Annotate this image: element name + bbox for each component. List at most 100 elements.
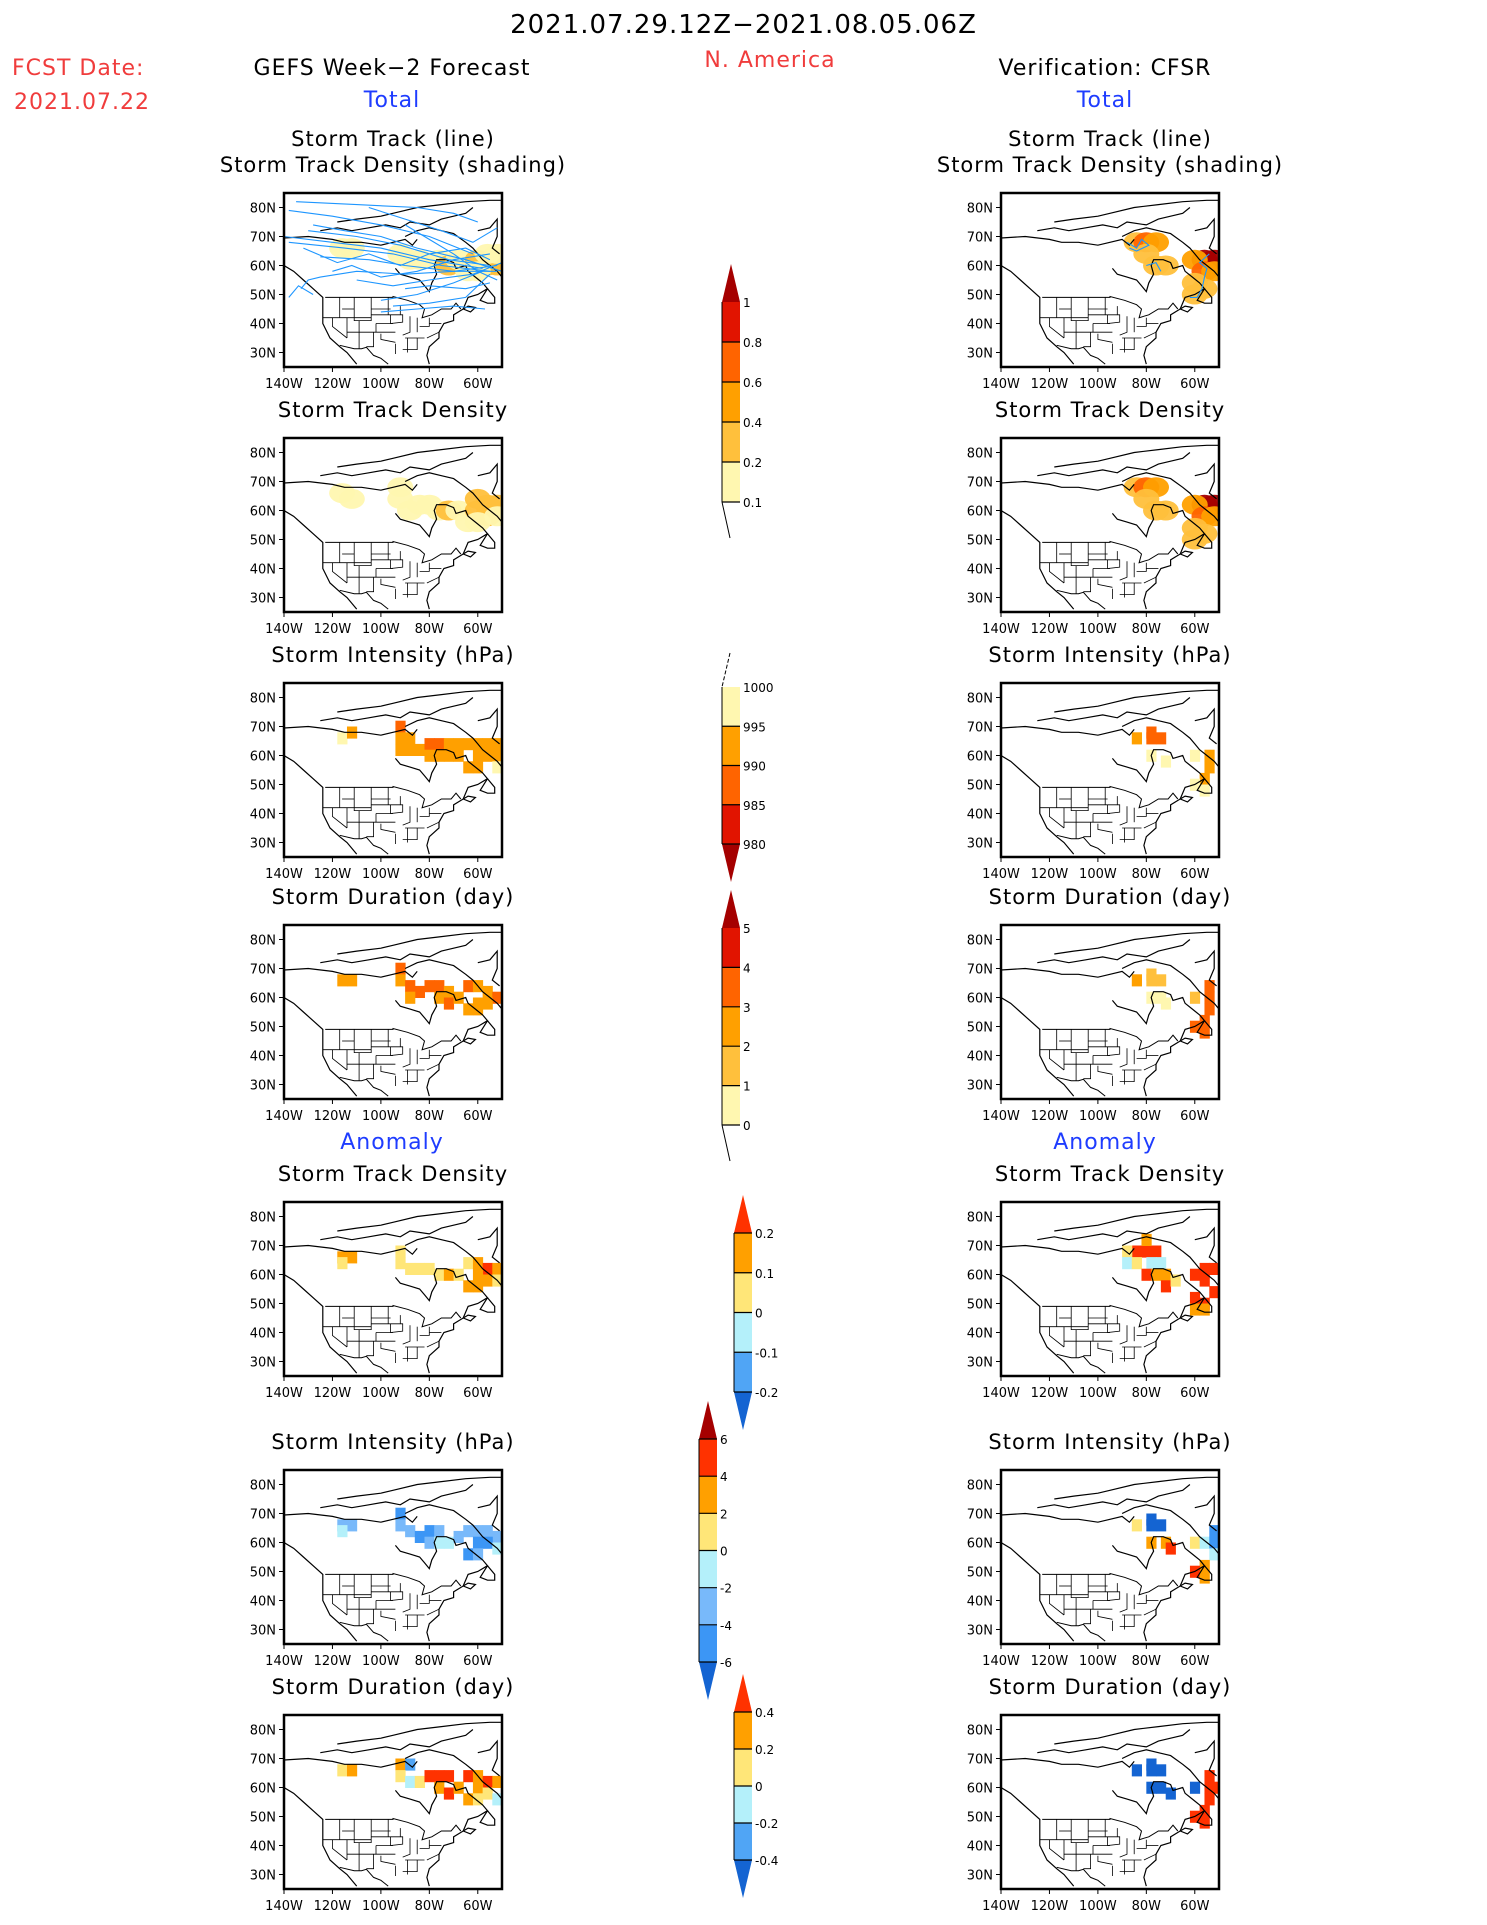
data-cell: [1199, 1274, 1210, 1287]
colorbar-tick-label: 0: [755, 1780, 763, 1794]
lat-tick-label: 70N: [250, 721, 276, 736]
data-cell: [1199, 1026, 1210, 1039]
lon-tick-label: 120W: [314, 1899, 352, 1914]
data-cell: [472, 1268, 484, 1281]
colorbar-segment: [734, 1233, 752, 1274]
lon-tick-label: 140W: [265, 867, 303, 882]
data-cell: [1156, 1781, 1167, 1794]
lat-tick-label: 70N: [967, 1508, 993, 1523]
lon-tick-label: 80W: [415, 867, 445, 882]
lon-tick-label: 80W: [1132, 1386, 1162, 1401]
lat-tick-label: 60N: [250, 1782, 276, 1797]
data-cell: [346, 1519, 358, 1532]
data-cell: [1146, 1257, 1157, 1270]
data-cell: [1146, 1519, 1157, 1532]
data-cell: [502, 1543, 512, 1555]
data-cell: [443, 997, 455, 1010]
data-cell: [395, 1758, 406, 1771]
colorbar-tick-label: -6: [720, 1656, 732, 1670]
data-cell: [472, 1003, 484, 1016]
data-cell: [1156, 732, 1167, 745]
lon-tick-label: 120W: [1031, 867, 1069, 882]
lat-tick-label: 60N: [967, 1782, 993, 1797]
data-cell: [1160, 997, 1172, 1010]
panel-title: Storm Intensity (hPa): [988, 1430, 1232, 1454]
data-cell: [424, 738, 435, 751]
lat-tick-label: 60N: [250, 1537, 276, 1552]
lat-tick-label: 60N: [250, 750, 276, 765]
data-cell: [482, 738, 493, 751]
colorbar-density: 0.1 0.2 0.4 0.6 0.8 1: [721, 264, 762, 539]
colorbar-segment: [722, 928, 740, 968]
colorbar-extend-min: [699, 1662, 717, 1700]
colorbar-tick-label: 0.2: [755, 1227, 774, 1241]
lat-tick-label: 80N: [967, 1724, 993, 1739]
data-cell: [463, 1003, 474, 1016]
colorbar-segment: [734, 1312, 752, 1353]
map-panel-vf-intensity-anom: 80N 70N 60N 50N 40N 30N 140W 120W 100W 80W 60W: [967, 1468, 1221, 1669]
lon-tick-label: 100W: [362, 377, 400, 392]
data-cell: [1151, 1245, 1162, 1258]
colorbar-extend-min: [722, 844, 740, 882]
map-panel-fc-intensity-anom: 80N 70N 60N 50N 40N 30N 140W 120W 100W 80W 60W: [250, 1468, 512, 1669]
lat-tick-label: 60N: [250, 1269, 276, 1284]
data-cell: [1189, 749, 1201, 762]
colorbar-segment: [722, 1006, 740, 1047]
data-cell: [434, 749, 445, 762]
map-frame: [282, 436, 504, 614]
colorbar-tick-label: -0.4: [755, 1854, 778, 1868]
data-cell: [463, 1770, 474, 1783]
panel-title: Storm Track Density (shading): [219, 153, 567, 177]
data-cell: [1152, 255, 1179, 276]
data-cell: [472, 1781, 484, 1794]
colorbar-intensity_anom: -6 -4 -2 0 2 4 6: [698, 1401, 732, 1700]
lat-tick-label: 40N: [250, 1050, 276, 1065]
data-cell: [405, 1525, 416, 1538]
lon-tick-label: 60W: [463, 867, 493, 882]
lon-tick-label: 100W: [362, 1386, 400, 1401]
data-cell: [492, 1262, 502, 1275]
lat-tick-label: 50N: [967, 1021, 993, 1036]
data-cell: [1156, 1764, 1167, 1777]
data-cell: [434, 738, 445, 751]
lon-tick-label: 140W: [265, 622, 303, 637]
colorbar-tick-label: 0: [755, 1307, 763, 1321]
colorbar-segment: [722, 342, 740, 383]
lon-tick-label: 120W: [314, 377, 352, 392]
colorbar-tick-label: 4: [743, 961, 751, 975]
data-cell: [1165, 1787, 1176, 1800]
colorbar-tick-label: 5: [743, 922, 751, 936]
lon-tick-label: 100W: [1079, 1386, 1117, 1401]
lat-tick-label: 40N: [967, 1840, 993, 1855]
storm-track-line: [296, 201, 478, 223]
colorbar-tick-label: -0.2: [755, 1817, 778, 1831]
data-cell: [482, 749, 493, 762]
colorbar-tick-label: 4: [720, 1470, 728, 1484]
colorbar-tick-label: -4: [720, 1619, 732, 1633]
colorbar-tick-label: 6: [720, 1433, 728, 1447]
fcst-date-value: 2021.07.22: [14, 90, 150, 115]
lon-tick-label: 80W: [1132, 867, 1162, 882]
data-cell: [1189, 1303, 1201, 1316]
panel-title: Storm Track Density: [994, 1162, 1226, 1186]
data-cell: [453, 991, 464, 1004]
lon-tick-label: 60W: [463, 377, 493, 392]
colorbar-segment: [699, 1587, 717, 1626]
data-cell: [1209, 1525, 1219, 1538]
map-frame: [282, 1468, 504, 1646]
lat-tick-label: 30N: [250, 592, 276, 607]
data-cell: [492, 991, 502, 1004]
lat-tick-label: 80N: [250, 447, 276, 462]
data-cell: [1219, 1280, 1229, 1292]
data-cell: [395, 1257, 406, 1270]
data-cell: [1160, 1280, 1172, 1293]
colorbar-tick-label: 1: [743, 1080, 751, 1094]
map-panel-fc-duration-anom: 80N 70N 60N 50N 40N 30N 140W 120W 100W 80W 60W: [250, 1713, 504, 1914]
colorbar-extend-min: [734, 1860, 752, 1898]
lat-tick-label: 70N: [250, 963, 276, 978]
data-cell: [424, 1536, 435, 1549]
colorbar-tick-label: 990: [743, 760, 766, 774]
colorbar-extend-max: [734, 1674, 752, 1712]
lat-tick-label: 50N: [250, 779, 276, 794]
data-cell: [337, 974, 348, 987]
